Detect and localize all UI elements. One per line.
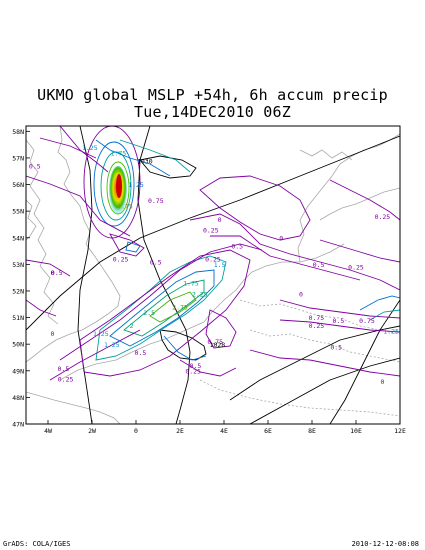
contour-label: 0.5 (29, 163, 41, 171)
contour-label: 0.75 (309, 314, 325, 322)
contour-label: 0.25 (185, 367, 201, 375)
lon-tick-label: 10E (350, 427, 362, 435)
lat-tick-label: 56N (12, 181, 24, 189)
contour-label: 1.25 (93, 330, 109, 338)
contour-label: 2.25 (192, 290, 208, 298)
lat-tick-label: 47N (12, 421, 24, 429)
contour-label: 0.25 (375, 213, 391, 221)
contour-label: 0.5 (231, 242, 243, 250)
lon-tick-label: 2E (176, 427, 184, 435)
lat-tick-label: 57N (12, 154, 24, 162)
map-frame (25, 125, 401, 425)
contour-label: 4.75 (117, 202, 133, 210)
longitude-axis: 4W 2W 0 2E 4E 6E 8E 10E 12E (44, 420, 406, 435)
contour-label: 0 (50, 330, 54, 338)
lat-tick-label: 55N (12, 208, 24, 216)
lon-tick-label: 0 (134, 427, 138, 435)
contour-label: 0.75 (148, 197, 164, 205)
precip-contours (26, 126, 400, 381)
lat-tick-label: 54N (12, 234, 24, 242)
contour-label: 0 (218, 216, 222, 224)
lon-tick-label: 12E (394, 427, 406, 435)
contour-label: 0.25 (113, 256, 129, 264)
contour-label: 0.5 (333, 317, 345, 325)
contour-label: 0 (299, 290, 303, 298)
contour-label: 0.5 (330, 344, 342, 352)
contour-label: 1.5 (214, 261, 226, 269)
footer-timestamp: 2010-12-12-08:08 (351, 540, 419, 548)
contour-label: 0 (380, 378, 384, 386)
contour-label: 0.25 (205, 256, 221, 264)
contour-label: 0.25 (348, 264, 364, 272)
lat-tick-label: 51N (12, 314, 24, 322)
lon-tick-label: 6E (264, 427, 272, 435)
coastlines (26, 126, 400, 424)
contour-label: 1.75 (183, 280, 199, 288)
contour-label: 1028 (210, 341, 226, 349)
contour-label: 0.75 (207, 338, 223, 346)
precip-peak (116, 174, 122, 198)
contour-label: 0.5 (190, 362, 202, 370)
contour-label: 2.75 (172, 304, 188, 312)
contour-label: 2 (130, 322, 134, 330)
map-title-line1: UKMO global MSLP +54h, 6h accum precip (37, 86, 388, 104)
contour-label: 0.5 (150, 258, 162, 266)
contour-label: 0.5 (58, 365, 70, 373)
lon-tick-label: 2W (88, 427, 96, 435)
lat-tick-label: 49N (12, 367, 24, 375)
footer-credit: GrADS: COLA/IGES (3, 540, 71, 548)
lon-tick-label: 4W (44, 427, 52, 435)
isobars (26, 126, 400, 424)
latitude-axis: 58N 57N 56N 55N 54N 53N 52N 51N 50N 49N 48N 47N (12, 128, 30, 429)
lat-tick-label: 48N (12, 394, 24, 402)
contour-label: 1.75 (111, 149, 127, 157)
contour-label: 2.5 (143, 309, 155, 317)
lat-tick-label: 52N (12, 287, 24, 295)
lat-tick-label: 58N (12, 128, 24, 136)
contour-label: 1.25 (82, 144, 98, 152)
contour-label: 0 (50, 269, 54, 277)
contour-label: 0.25 (58, 375, 74, 383)
lon-tick-label: 8E (308, 427, 316, 435)
contour-label: 1.25 (383, 328, 399, 336)
lat-tick-label: 50N (12, 341, 24, 349)
contour-label: 1.25 (104, 341, 120, 349)
contour-label: 0.5 (313, 261, 325, 269)
contour-label: 0.5 (135, 349, 147, 357)
contour-label: 0.25 (309, 322, 325, 330)
contour-label: 0 (279, 234, 283, 242)
lat-tick-label: 53N (12, 261, 24, 269)
contour-label: 0.25 (203, 226, 219, 234)
contour-label: 1.25 (128, 181, 144, 189)
contour-label: 0.5 (51, 269, 63, 277)
map-title-line2: Tue,14DEC2010 06Z (134, 103, 291, 121)
contour-label: 0.75 (359, 317, 375, 325)
lon-tick-label: 4E (220, 427, 228, 435)
contour-label: 1030 (137, 157, 153, 165)
